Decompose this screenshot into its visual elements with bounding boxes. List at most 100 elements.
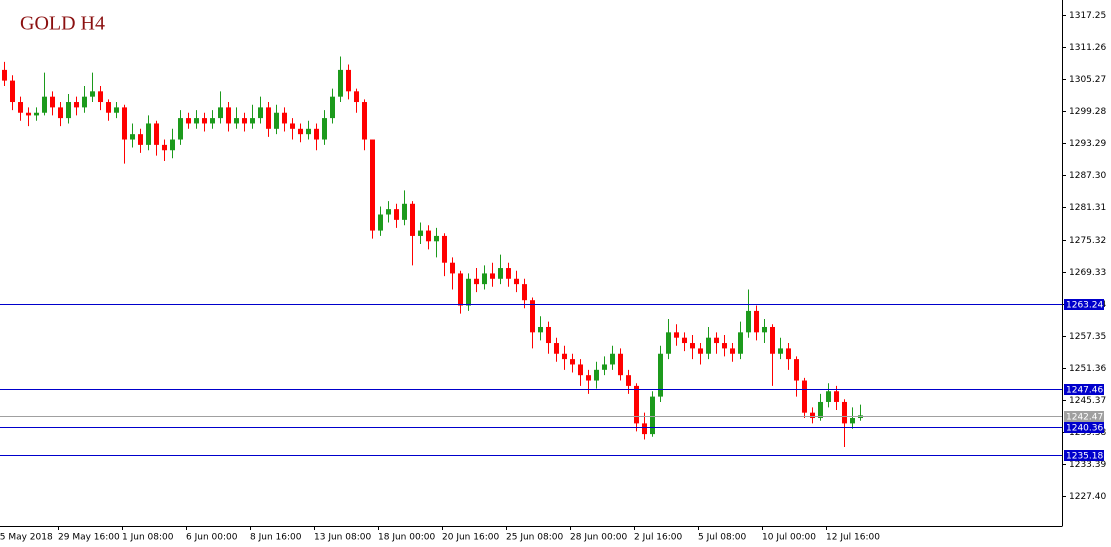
candle-body: [186, 118, 191, 124]
candle-body: [826, 391, 831, 402]
candle-body: [74, 102, 79, 108]
bid-label-box: [1064, 411, 1104, 422]
candle-body: [178, 118, 183, 140]
x-tick-label: 29 May 16:00: [58, 533, 120, 543]
candle-body: [66, 102, 71, 119]
candle-body: [450, 262, 455, 274]
candle-body: [818, 401, 823, 419]
candle-body: [850, 418, 855, 424]
candle-body: [114, 107, 119, 113]
candle-body: [434, 235, 439, 242]
y-tick-label: 1227.40: [1069, 492, 1106, 502]
candle-body: [514, 278, 519, 285]
candle-body: [746, 310, 751, 333]
y-tick-label: 1305.27: [1069, 75, 1106, 85]
candle-body: [250, 118, 255, 124]
candle-body: [458, 273, 463, 306]
x-tick-label: 18 Jun 00:00: [378, 533, 435, 543]
candle-body: [810, 412, 815, 419]
y-tick-label: 1299.28: [1069, 107, 1106, 117]
candle-body: [242, 118, 247, 124]
candle-body: [794, 359, 799, 381]
candle-body: [330, 96, 335, 119]
candle-body: [786, 348, 791, 360]
x-tick-label: 8 Jun 16:00: [250, 533, 302, 543]
candle-body: [362, 102, 367, 140]
candle-body: [338, 69, 343, 97]
x-tick-label: 6 Jun 00:00: [186, 533, 238, 543]
candle-body: [442, 235, 447, 263]
candle-body: [762, 326, 767, 333]
candle-body: [778, 348, 783, 354]
candle-body: [410, 203, 415, 236]
y-tick-label: 1281.31: [1069, 203, 1106, 213]
candle-body: [34, 112, 39, 116]
candle-body: [386, 209, 391, 215]
candle-body: [322, 118, 327, 140]
candle-body: [466, 278, 471, 306]
candle-body: [346, 69, 351, 92]
candle-body: [490, 273, 495, 279]
x-tick-label: 25 Jun 08:00: [506, 533, 563, 543]
bid-label: 1242.47: [1066, 413, 1103, 423]
level-label: 1240.36: [1066, 424, 1103, 434]
candle-body: [298, 128, 303, 135]
candle-body: [714, 337, 719, 344]
candle-body: [154, 123, 159, 145]
candle-body: [226, 107, 231, 124]
candle-body: [610, 353, 615, 365]
x-tick-label: 28 Jun 00:00: [570, 533, 627, 543]
y-tick-label: 1275.32: [1069, 236, 1106, 246]
candle-body: [682, 337, 687, 344]
candle-body: [50, 96, 55, 108]
candle-body: [138, 134, 143, 145]
candle-body: [210, 118, 215, 124]
candle-body: [538, 326, 543, 333]
x-tick-label: 1 Jun 08:00: [122, 533, 174, 543]
candle-body: [10, 80, 15, 103]
candle-body: [42, 96, 47, 113]
x-tick-label: 2 Jul 16:00: [634, 533, 683, 543]
chart-title: GOLD H4: [20, 13, 105, 35]
x-tick-label: 5 Jul 08:00: [698, 533, 747, 543]
y-tick-label: 1311.26: [1069, 43, 1106, 53]
candle-body: [730, 348, 735, 354]
candle-body: [82, 96, 87, 108]
candle-body: [658, 353, 663, 397]
level-label-box: [1064, 299, 1104, 310]
candle-body: [162, 144, 167, 151]
candle-body: [378, 214, 383, 231]
candle-body: [394, 209, 399, 220]
candle-body: [218, 107, 223, 119]
candle-body: [834, 391, 839, 402]
y-tick-label: 1317.25: [1069, 11, 1106, 21]
candle-body: [578, 364, 583, 376]
candle-body: [674, 332, 679, 338]
candle-body: [594, 369, 599, 381]
candle-body: [18, 102, 23, 113]
candle-body: [170, 139, 175, 151]
candle-body: [418, 230, 423, 236]
candle-body: [482, 273, 487, 285]
candle-body: [754, 310, 759, 333]
level-label: 1247.46: [1066, 386, 1103, 396]
y-tick-label: 1233.39: [1069, 460, 1106, 470]
candle-body: [546, 326, 551, 344]
y-tick-label: 1245.37: [1069, 396, 1106, 406]
candle-body: [738, 332, 743, 354]
candle-body: [402, 203, 407, 220]
x-tick-label: 13 Jun 08:00: [314, 533, 371, 543]
x-tick-label: 10 Jul 00:00: [762, 533, 816, 543]
candle-body: [26, 112, 31, 116]
candle-body: [90, 91, 95, 97]
candle-body: [618, 353, 623, 376]
candle-body: [266, 107, 271, 129]
candle-body: [258, 107, 263, 119]
y-tick-label: 1269.33: [1069, 268, 1106, 278]
candle-body: [586, 375, 591, 381]
candle-body: [634, 385, 639, 424]
level-label: 1235.18: [1066, 452, 1103, 462]
level-label-box: [1064, 384, 1104, 395]
